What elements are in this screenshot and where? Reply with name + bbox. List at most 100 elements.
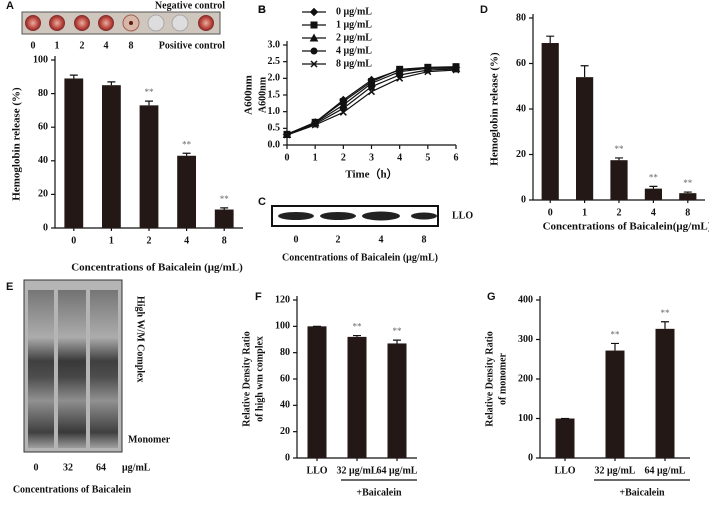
x-tick-label: 2 bbox=[341, 152, 346, 163]
x-tick-label: 0 bbox=[285, 152, 290, 163]
blot-lanes bbox=[28, 290, 118, 448]
y-axis-label: Relative Density Ratio bbox=[484, 331, 495, 427]
x-tick-label: 64 μg/mL bbox=[645, 465, 686, 476]
significance: ** bbox=[615, 144, 625, 154]
legend-marker bbox=[310, 47, 318, 55]
significance: ** bbox=[611, 330, 621, 340]
legend-marker bbox=[309, 33, 319, 42]
error-bar bbox=[580, 65, 589, 78]
x-tick-label: 5 bbox=[425, 152, 430, 163]
legend-label: 1 μg/mL bbox=[336, 19, 372, 30]
y-tick-label: 120 bbox=[275, 294, 290, 305]
unit-label: μg/mL bbox=[122, 462, 151, 473]
blot-bands bbox=[278, 211, 437, 221]
band-label: LLO bbox=[452, 210, 473, 221]
x-axis-label: Concentrations of Baicalein (μg/mL) bbox=[71, 262, 243, 274]
bar bbox=[387, 343, 407, 458]
y-tick-label: 20 bbox=[516, 149, 526, 160]
x-tick-label: 64 μg/mL bbox=[377, 465, 418, 476]
y-axis-label: of high wm complex bbox=[254, 336, 265, 422]
error-bar bbox=[649, 185, 658, 189]
marker bbox=[452, 66, 460, 74]
bar bbox=[307, 326, 327, 458]
bar bbox=[102, 85, 121, 228]
panel-label: G bbox=[487, 291, 496, 303]
x-tick-label: 1 bbox=[109, 235, 114, 246]
error-bar bbox=[220, 207, 229, 210]
x-tick-label: 0 bbox=[71, 235, 76, 246]
y-axis-label: A600nm bbox=[257, 76, 268, 113]
lane-label: 8 bbox=[422, 234, 427, 245]
panel-label: D bbox=[480, 4, 488, 16]
panel-label: F bbox=[255, 291, 262, 303]
plate-label: 4 bbox=[104, 40, 109, 51]
panel-label: B bbox=[258, 4, 266, 16]
y-axis-label: Relative Density Ratio bbox=[241, 331, 252, 427]
plate-label: 1 bbox=[55, 40, 60, 51]
y-tick-label: 60 bbox=[38, 121, 48, 132]
error-bar bbox=[615, 157, 623, 161]
significance: ** bbox=[393, 326, 403, 336]
significance: ** bbox=[220, 194, 230, 204]
y-tick-label: 0 bbox=[43, 222, 48, 233]
x-tick-label: 8 bbox=[222, 235, 227, 246]
significance: ** bbox=[353, 322, 363, 332]
marker bbox=[339, 108, 347, 116]
y-tick-label: 0.5 bbox=[268, 123, 281, 134]
x-tick-label: 4 bbox=[397, 152, 402, 163]
error-bar bbox=[546, 35, 555, 44]
y-tick-label: 80 bbox=[38, 88, 48, 99]
panel-label: A bbox=[6, 0, 14, 12]
y-tick-label: 1.5 bbox=[268, 89, 281, 100]
error-bar bbox=[611, 342, 619, 351]
bar bbox=[214, 209, 234, 228]
blot-xlabel: Concentrations of Baicalein bbox=[13, 484, 132, 495]
error-bar bbox=[69, 74, 78, 79]
x-tick-label: LLO bbox=[306, 465, 327, 476]
legend-label: 0 μg/mL bbox=[336, 6, 372, 17]
y-tick-label: 40 bbox=[38, 155, 48, 166]
group-label: +Baicalein bbox=[356, 487, 402, 498]
y-tick-label: 0.0 bbox=[268, 139, 281, 150]
bar bbox=[347, 336, 367, 458]
marker bbox=[367, 88, 376, 96]
x-tick-label: 8 bbox=[685, 207, 690, 218]
legend-label: 4 μg/mL bbox=[336, 45, 372, 56]
y-tick-label: 1.0 bbox=[268, 106, 281, 117]
plate-label: 2 bbox=[80, 40, 85, 51]
y-tick-label: 0 bbox=[285, 452, 290, 463]
legend-marker bbox=[310, 60, 318, 68]
error-bar bbox=[353, 334, 361, 337]
error-bar bbox=[393, 339, 401, 344]
error-bar bbox=[182, 152, 191, 156]
y-tick-label: 60 bbox=[516, 58, 526, 69]
significance: ** bbox=[145, 87, 155, 97]
lane-label: 32 bbox=[63, 462, 73, 473]
lane-label: 2 bbox=[336, 234, 341, 245]
marker bbox=[396, 74, 404, 82]
bar bbox=[610, 160, 628, 200]
complex-label: High W/M Complex bbox=[135, 296, 146, 382]
x-tick-label: 3 bbox=[369, 152, 374, 163]
error-bar bbox=[107, 81, 116, 86]
plate-label: 8 bbox=[129, 40, 134, 51]
x-tick-label: 32 μg/mL bbox=[595, 465, 636, 476]
legend-label: 8 μg/mL bbox=[336, 58, 372, 69]
lane-label: 0 bbox=[294, 234, 299, 245]
lane-label: 0 bbox=[34, 462, 39, 473]
bar bbox=[655, 328, 675, 458]
legend-marker bbox=[310, 21, 318, 29]
legend-marker bbox=[309, 7, 319, 17]
bar bbox=[177, 155, 196, 228]
marker bbox=[368, 83, 375, 91]
x-tick-label: 0 bbox=[548, 207, 553, 218]
x-tick-label: 2 bbox=[617, 207, 622, 218]
y-tick-label: 3.0 bbox=[268, 39, 281, 50]
y-tick-label: 20 bbox=[280, 426, 290, 437]
y-tick-label: 400 bbox=[518, 294, 533, 305]
y-axis-label: A600nm bbox=[243, 75, 255, 115]
blot-xlabel: Concentrations of Baicalein (μg/mL) bbox=[282, 252, 438, 263]
lane-label: 4 bbox=[379, 234, 384, 245]
bar bbox=[679, 193, 697, 200]
x-tick-label: 2 bbox=[147, 235, 152, 246]
